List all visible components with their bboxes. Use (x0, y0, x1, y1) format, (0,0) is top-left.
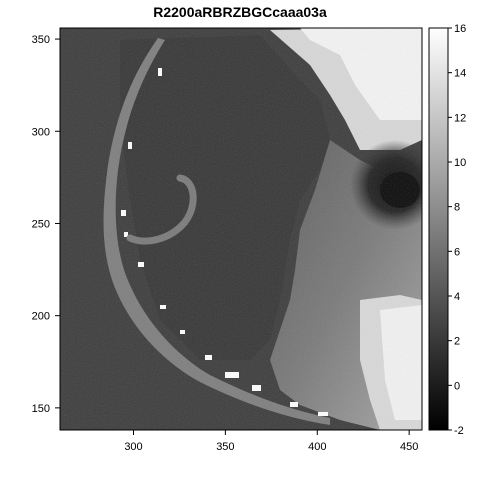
colorbar-tick-label: 6 (454, 246, 460, 258)
y-tick-label: 150 (32, 403, 50, 415)
y-tick-label: 350 (32, 34, 50, 46)
y-tick-label: 300 (32, 126, 50, 138)
colorbar: -2 0 2 4 6 8 10 12 14 16 (428, 23, 466, 437)
plot-frame (59, 27, 423, 431)
colorbar-tick-label: 14 (454, 68, 466, 80)
colorbar-tick-label: -2 (454, 425, 464, 437)
colorbar-ticks: -2 0 2 4 6 8 10 12 14 16 (448, 23, 466, 437)
heatmap-raster (60, 28, 422, 430)
y-tick-label: 200 (32, 311, 50, 323)
y-axis: 150 200 250 300 350 (32, 34, 60, 415)
colorbar-gradient (428, 27, 449, 431)
colorbar-tick-label: 12 (454, 112, 466, 124)
colorbar-tick-label: 4 (454, 291, 460, 303)
chart-title: R2200aRBRZBGCcaaa03a (153, 4, 327, 20)
colorbar-tick-label: 8 (454, 202, 460, 214)
x-tick-label: 350 (216, 441, 234, 453)
x-tick-label: 450 (400, 441, 418, 453)
colorbar-tick-label: 10 (454, 157, 466, 169)
y-tick-label: 250 (32, 218, 50, 230)
x-axis: 300 350 400 450 (124, 430, 418, 453)
colorbar-tick-label: 2 (454, 336, 460, 348)
x-tick-label: 400 (308, 441, 326, 453)
colorbar-tick-label: 16 (454, 23, 466, 35)
colorbar-tick-label: 0 (454, 380, 460, 392)
x-tick-label: 300 (124, 441, 142, 453)
